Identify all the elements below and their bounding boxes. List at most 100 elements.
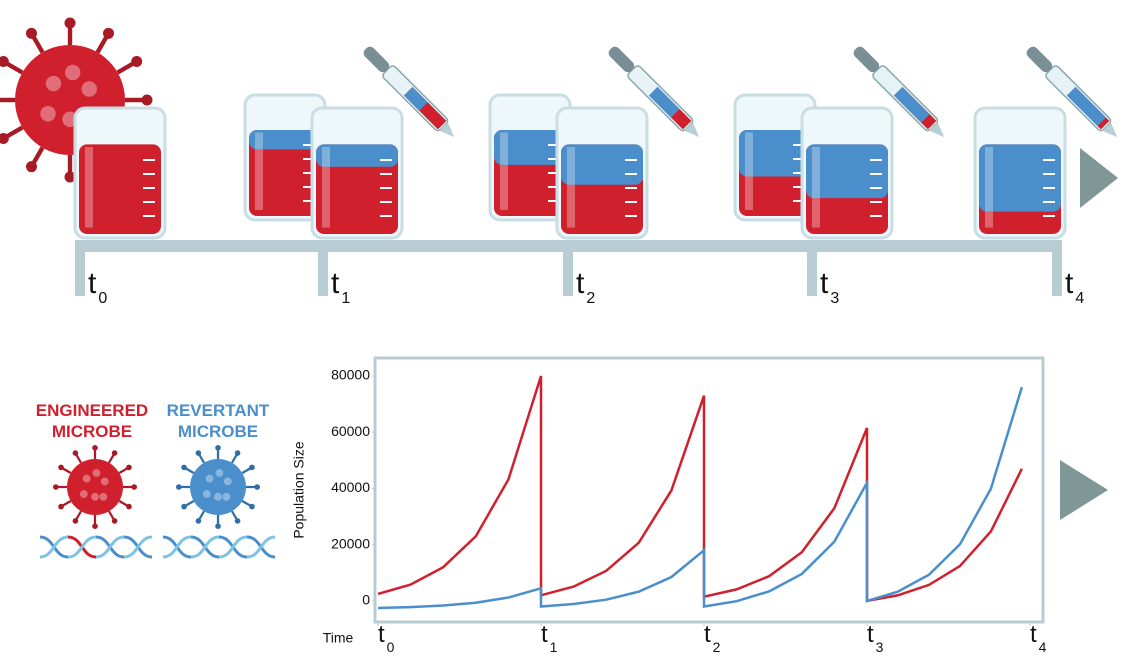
pipette-tip — [1102, 122, 1118, 138]
y-tick-label: 40000 — [331, 479, 370, 495]
virus-spike — [95, 34, 110, 54]
pipette — [608, 46, 700, 138]
beaker-liquid-blue — [561, 144, 643, 185]
virus-spike — [75, 453, 82, 464]
virus-spot — [82, 474, 91, 483]
dna-strand — [218, 535, 248, 559]
x-tick-label-sub: 4 — [1039, 639, 1047, 655]
beaker-shine — [322, 147, 330, 228]
virus-spike-tip — [72, 518, 79, 524]
virus-spike-tip — [249, 464, 255, 471]
dna-strand — [162, 535, 192, 559]
beaker-liquid-blue — [739, 130, 811, 177]
timeline-label-sub: 4 — [1075, 290, 1084, 307]
virus-spot — [79, 490, 88, 498]
virus-spike — [198, 453, 205, 464]
y-tick-label: 0 — [362, 592, 370, 608]
virus-spot — [214, 492, 222, 501]
legend-label: ENGINEERED MICROBE — [35, 401, 149, 441]
beaker-shine — [255, 132, 263, 210]
beaker-shine — [567, 147, 575, 228]
timeline-label-sub: 0 — [98, 290, 107, 307]
virus-spike-tip — [215, 445, 221, 451]
x-tick-label-sub: 0 — [387, 639, 395, 655]
virus-spike-tip — [126, 503, 132, 510]
virus-spike-tip — [26, 161, 37, 173]
beaker-shine — [985, 147, 993, 228]
virus-spike-tip — [64, 17, 76, 29]
pipette-liquid-blue — [648, 86, 680, 118]
virus-spike — [231, 453, 238, 464]
virus-spike-tip — [141, 94, 153, 106]
y-axis-label: Population Size — [291, 441, 307, 539]
virus-spike — [4, 125, 24, 140]
virus-spot — [40, 106, 56, 122]
beaker-liquid-blue — [979, 144, 1061, 212]
pipette-bulb — [853, 46, 880, 73]
x-tick-label-sub: 1 — [550, 639, 558, 655]
virus-spike-tip — [254, 484, 260, 490]
timeline-post — [318, 240, 328, 296]
virus-spike — [61, 467, 72, 474]
series-line — [377, 375, 1023, 603]
virus-spike-tip — [0, 133, 9, 144]
timeline-label-sub: 1 — [341, 290, 350, 307]
pipette — [363, 46, 455, 138]
virus-spike-tip — [53, 484, 59, 490]
virus-spike-tip — [181, 503, 187, 510]
beaker-liquid-blue — [316, 144, 398, 167]
virus-spike-tip — [131, 56, 143, 67]
timeline-label-main: t — [820, 267, 829, 300]
pipette-bulb — [608, 46, 635, 73]
x-tick-label-sub: 2 — [713, 639, 721, 655]
virus-spike-tip — [72, 450, 79, 456]
virus-spike-tip — [234, 450, 241, 456]
x-tick-label-main: t — [541, 621, 548, 648]
virus-spike-tip — [111, 518, 118, 524]
pipette — [853, 46, 945, 138]
dna-strand — [95, 535, 125, 559]
pipette-bulb — [1026, 46, 1053, 73]
virus-spike — [4, 60, 24, 75]
pipette-liquid-blue — [1066, 86, 1107, 127]
x-tick-label-main: t — [1030, 621, 1037, 648]
virus-spike-tip — [111, 450, 118, 456]
virus-spike-tip — [131, 484, 137, 490]
virus-spike — [61, 500, 72, 507]
virus-spot — [99, 492, 108, 501]
timeline-label-sub: 3 — [830, 290, 839, 307]
virus-spot — [223, 477, 232, 486]
series-line — [377, 386, 1024, 610]
virus-spot — [100, 477, 109, 486]
virus-spike-tip — [195, 518, 202, 524]
arrow — [1080, 148, 1118, 208]
timeline-post — [807, 240, 817, 296]
beaker-liquid-blue — [806, 144, 888, 199]
y-tick-label: 20000 — [331, 535, 370, 551]
virus-spike — [184, 467, 195, 474]
virus-spike-tip — [195, 450, 202, 456]
virus-spike-tip — [234, 518, 241, 524]
beaker-liquid-blue — [494, 130, 566, 165]
virus-spike-tip — [92, 523, 98, 529]
timeline-post — [1052, 240, 1062, 296]
virus-spike — [184, 500, 195, 507]
y-tick-label: 60000 — [331, 423, 370, 439]
pipette-tip — [684, 122, 700, 138]
beaker-shine — [745, 132, 753, 210]
pipette-liquid-blue — [893, 86, 930, 123]
virus-spot — [215, 469, 224, 477]
pipette — [1026, 46, 1118, 138]
dna-strand — [123, 535, 153, 559]
arrow — [1060, 460, 1108, 520]
y-tick-label: 80000 — [331, 367, 370, 383]
